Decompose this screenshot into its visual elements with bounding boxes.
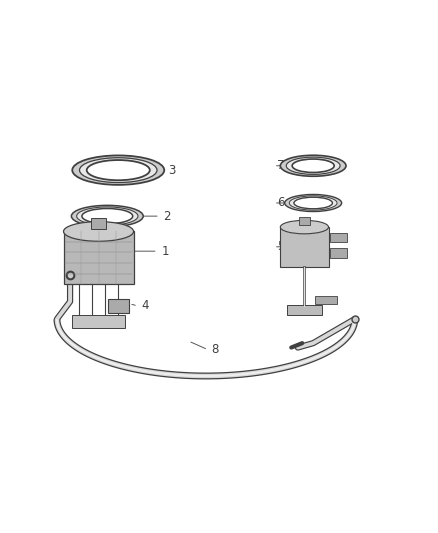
FancyBboxPatch shape — [315, 296, 337, 304]
Text: 3: 3 — [168, 164, 175, 176]
FancyBboxPatch shape — [91, 219, 106, 229]
Text: 4: 4 — [141, 300, 149, 312]
Ellipse shape — [280, 220, 328, 234]
Ellipse shape — [292, 159, 334, 173]
Ellipse shape — [71, 205, 143, 227]
FancyBboxPatch shape — [108, 299, 129, 313]
Text: 8: 8 — [212, 343, 219, 356]
Polygon shape — [280, 227, 328, 266]
Text: 7: 7 — [277, 159, 285, 172]
FancyBboxPatch shape — [330, 248, 347, 258]
Text: 2: 2 — [163, 209, 171, 223]
FancyBboxPatch shape — [299, 217, 310, 225]
Ellipse shape — [82, 208, 133, 224]
FancyBboxPatch shape — [287, 305, 322, 314]
Ellipse shape — [294, 197, 332, 209]
Text: 1: 1 — [161, 245, 169, 257]
Ellipse shape — [285, 195, 342, 212]
Ellipse shape — [87, 160, 150, 180]
Polygon shape — [72, 314, 125, 328]
Text: 5: 5 — [277, 240, 285, 253]
Ellipse shape — [64, 222, 134, 241]
Ellipse shape — [80, 158, 157, 182]
Text: 6: 6 — [277, 197, 285, 209]
Polygon shape — [64, 231, 134, 284]
Ellipse shape — [289, 196, 337, 210]
Ellipse shape — [280, 155, 346, 176]
Ellipse shape — [286, 157, 340, 174]
Ellipse shape — [77, 207, 138, 225]
FancyBboxPatch shape — [330, 233, 347, 243]
Ellipse shape — [72, 156, 164, 185]
